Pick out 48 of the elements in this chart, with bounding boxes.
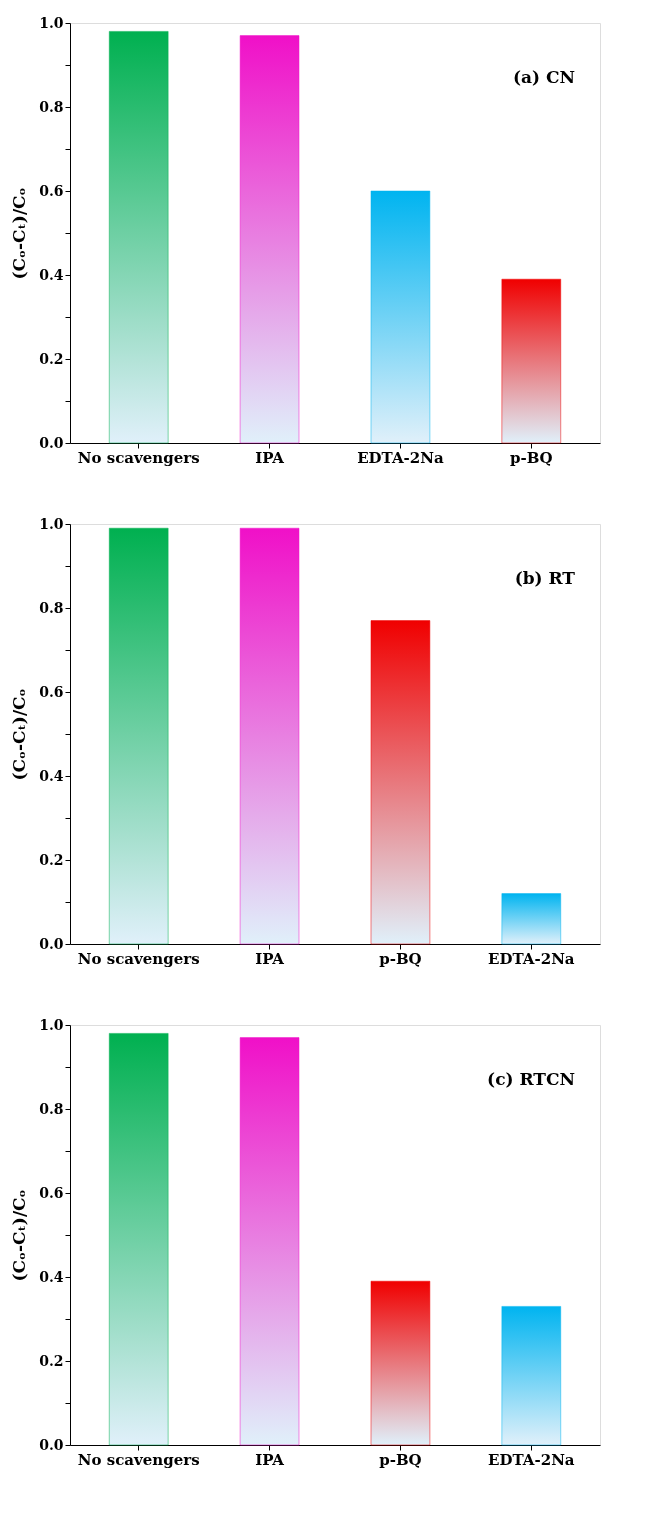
bar (239, 35, 300, 444)
bar (109, 31, 169, 444)
annotation: (c) RTCN (487, 1069, 575, 1089)
y-axis-title: (Cₒ-Cₜ)/Cₒ (9, 187, 30, 280)
bar (109, 1033, 169, 1446)
bar (501, 278, 561, 444)
y-tick-label: 0.6 (39, 1184, 64, 1201)
y-tick-label: 0.2 (39, 1352, 64, 1369)
y-tick-label: 0.2 (39, 350, 64, 367)
bar (370, 1280, 431, 1446)
bar (501, 893, 561, 945)
x-tick-label: p-BQ (379, 1450, 422, 1469)
annotation: (a) CN (512, 67, 575, 87)
y-tick-label: 0.4 (39, 767, 64, 784)
x-tick-label: EDTA-2Na (488, 1450, 575, 1469)
y-tick-label: 0.0 (39, 1436, 64, 1453)
y-tick-label: 0.6 (39, 683, 64, 700)
x-tick-label: IPA (255, 448, 285, 467)
x-tick-label: No scavengers (77, 949, 200, 968)
x-tick-label: No scavengers (77, 1450, 200, 1469)
x-tick-label: No scavengers (77, 448, 200, 467)
y-tick-label: 0.4 (39, 266, 64, 283)
y-axis-title: (Cₒ-Cₜ)/Cₒ (9, 688, 30, 781)
y-tick-label: 0.2 (39, 851, 64, 868)
y-tick-label: 1.0 (39, 515, 64, 532)
x-tick-label: p-BQ (510, 448, 553, 467)
x-tick-label: EDTA-2Na (357, 448, 444, 467)
bar (370, 190, 431, 444)
bar (239, 1037, 300, 1446)
y-tick-label: 0.6 (39, 182, 64, 199)
x-tick-label: EDTA-2Na (488, 949, 575, 968)
y-tick-label: 0.4 (39, 1268, 64, 1285)
bar (239, 527, 300, 945)
y-axis-title: (Cₒ-Cₜ)/Cₒ (9, 1189, 30, 1282)
bar (370, 620, 431, 945)
bar (501, 1306, 561, 1446)
y-tick-label: 1.0 (39, 14, 64, 31)
y-tick-label: 0.0 (39, 935, 64, 952)
y-tick-label: 0.8 (39, 98, 64, 115)
y-tick-label: 0.8 (39, 1100, 64, 1117)
x-tick-label: IPA (255, 949, 285, 968)
x-tick-label: p-BQ (379, 949, 422, 968)
y-tick-label: 1.0 (39, 1016, 64, 1033)
bar (109, 527, 169, 945)
y-tick-label: 0.8 (39, 599, 64, 616)
y-tick-label: 0.0 (39, 434, 64, 451)
x-tick-label: IPA (255, 1450, 285, 1469)
annotation: (b) RT (514, 568, 576, 588)
